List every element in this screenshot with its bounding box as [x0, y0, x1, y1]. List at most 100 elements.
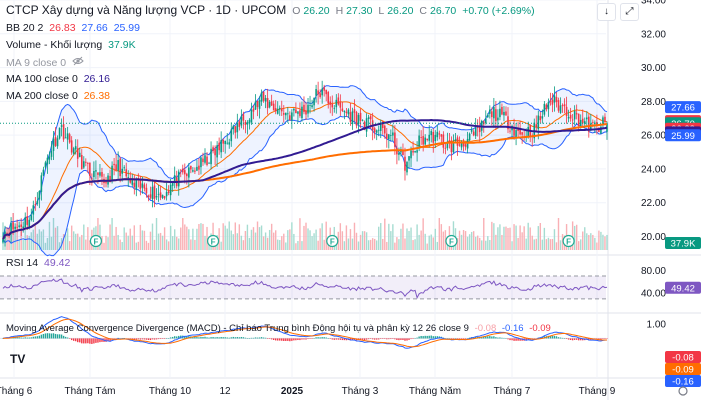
macd-histogram-bar	[220, 337, 222, 339]
volume-bar	[176, 236, 178, 250]
macd-histogram-bar	[238, 337, 241, 339]
volume-bar	[436, 241, 438, 250]
legend-rsi[interactable]: RSI 14 49.42	[6, 257, 73, 270]
candle-body	[214, 148, 216, 156]
volume-bar	[434, 228, 436, 250]
volume-bar	[495, 234, 497, 250]
volume-bar	[56, 226, 59, 250]
candle-body	[527, 127, 529, 137]
candle-body	[386, 133, 388, 140]
candle-body	[276, 108, 279, 114]
price-tag-label: 27.66	[671, 103, 695, 114]
dividend-marker-icon	[326, 234, 339, 248]
macd-histogram-bar	[24, 337, 26, 339]
macd-histogram-bar	[186, 336, 188, 339]
legend-bb[interactable]: BB 20 2 26.83 27.66 25.99	[6, 22, 143, 35]
bb-value-lower: 25.99	[113, 22, 140, 34]
symbol-title[interactable]: CTCP Xây dựng và Năng lượng VCP · 1D · U…	[6, 3, 287, 17]
candle-body	[440, 134, 443, 137]
candle-body	[377, 129, 380, 131]
maximize-button[interactable]: ⤢	[620, 3, 639, 21]
volume-bar	[264, 232, 267, 250]
price-tag	[665, 101, 701, 114]
macd-histogram-bar	[46, 333, 49, 339]
volume-bar	[535, 238, 537, 250]
macd-histogram-bar	[454, 338, 457, 339]
legend-ma9[interactable]: MA 9 close 0	[6, 56, 87, 70]
move-down-button[interactable]: ↓	[597, 3, 616, 21]
candle-body	[355, 112, 358, 126]
legend-ma100[interactable]: MA 100 close 0 26.16	[6, 73, 113, 86]
volume-label: Volume - Khối lượng	[6, 39, 103, 51]
volume-tag	[665, 237, 701, 249]
volume-bar	[396, 237, 398, 250]
candle-body	[497, 117, 499, 121]
macd-histogram-bar	[36, 336, 39, 339]
legend-ma200[interactable]: MA 200 close 0 26.38	[6, 90, 113, 103]
candle-body	[418, 135, 420, 149]
volume-bar	[509, 227, 511, 250]
eye-hidden-icon[interactable]	[72, 56, 84, 69]
macd-histogram-bar	[301, 338, 303, 340]
price-tick: 32.00	[641, 29, 666, 40]
macd-histogram-bar	[351, 338, 354, 341]
candle-body	[28, 219, 31, 227]
volume-bar	[487, 236, 489, 250]
volume-bar	[305, 222, 307, 250]
volume-bar	[501, 234, 503, 250]
volume-bar	[361, 231, 364, 250]
macd-histogram-bar	[139, 338, 142, 340]
candle-body	[551, 99, 554, 105]
macd-histogram-bar	[341, 338, 344, 341]
candle-body	[583, 121, 586, 124]
candle-body	[412, 150, 414, 153]
volume-bar	[353, 222, 356, 250]
macd-histogram-bar	[436, 336, 438, 339]
volume-bar	[301, 241, 303, 250]
candle-body	[248, 119, 251, 124]
candle-body	[149, 194, 152, 198]
macd-histogram-bar	[485, 336, 487, 339]
volume-bar	[268, 229, 271, 250]
macd-histogram-bar	[446, 338, 449, 339]
macd-histogram-bar	[270, 338, 273, 340]
macd-histogram-bar	[289, 338, 291, 342]
macd-histogram-bar	[458, 338, 461, 339]
volume-bar	[194, 239, 196, 250]
volume-bar	[40, 231, 43, 250]
macd-histogram-bar	[252, 337, 255, 339]
macd-histogram-bar	[588, 338, 590, 341]
volume-bar	[438, 218, 441, 250]
volume-bar	[68, 241, 71, 250]
legend-macd[interactable]: Moving Average Convergence Divergence (M…	[6, 322, 554, 335]
volume-bar	[596, 242, 598, 250]
macd-value-hist: -0.08	[474, 323, 497, 334]
candle-body	[282, 113, 285, 115]
macd-histogram-bar	[373, 338, 376, 340]
macd-histogram-bar	[367, 338, 370, 340]
candle-body	[592, 121, 594, 123]
candle-body	[159, 192, 162, 198]
candle-body	[442, 134, 445, 148]
volume-bar	[232, 234, 234, 250]
macd-histogram-bar	[234, 337, 236, 339]
volume-bar	[527, 222, 529, 250]
candle-body	[569, 114, 572, 119]
volume-bar	[133, 225, 135, 250]
macd-histogram-bar	[578, 338, 580, 341]
volume-bar	[105, 235, 107, 250]
legend-volume[interactable]: Volume - Khối lượng 37.9K	[6, 39, 139, 52]
macd-histogram-bar	[418, 336, 420, 339]
volume-bar	[580, 239, 582, 250]
volume-bar	[311, 236, 313, 250]
volume-bar	[472, 231, 475, 250]
macd-histogram-bar	[323, 337, 325, 339]
candle-body	[472, 131, 475, 136]
macd-histogram-bar	[279, 338, 281, 341]
macd-histogram-bar	[157, 338, 160, 340]
macd-histogram-bar	[216, 337, 218, 339]
candle-body	[547, 102, 550, 110]
macd-tick: 1.00	[647, 319, 667, 330]
macd-histogram-bar	[376, 338, 378, 340]
